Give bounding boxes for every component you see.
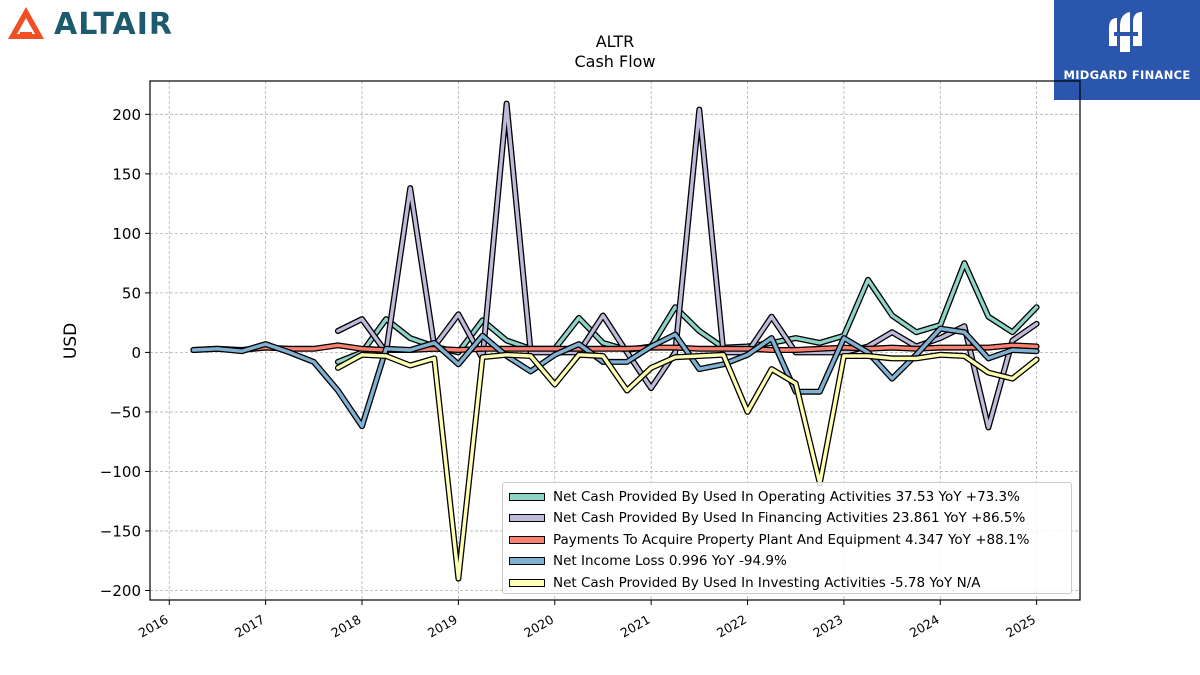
legend-label: Net Income Loss 0.996 YoY -94.9%	[553, 553, 787, 570]
legend-item: Net Cash Provided By Used In Financing A…	[509, 508, 1065, 530]
chart-title: ALTR	[595, 32, 635, 51]
legend-label: Net Cash Provided By Used In Investing A…	[553, 574, 981, 591]
x-tick-label: 2024	[907, 612, 942, 641]
series-lines	[190, 100, 1040, 582]
series-line-4	[190, 325, 1040, 430]
plot-frame	[149, 80, 1081, 601]
x-tick-label: 2022	[714, 612, 749, 641]
y-tick-label: 0	[131, 344, 141, 362]
legend-swatch	[509, 514, 545, 523]
y-tick-label: 150	[112, 165, 141, 183]
x-tick-label: 2017	[232, 612, 267, 641]
legend-label: Net Cash Provided By Used In Operating A…	[553, 488, 1020, 505]
y-tick-label: −150	[100, 522, 141, 540]
legend-swatch	[509, 557, 545, 566]
series-line-2	[334, 100, 1040, 431]
y-axis-label: USD	[61, 323, 81, 359]
legend-item: Net Cash Provided By Used In Investing A…	[509, 572, 1065, 594]
altair-brand-name: ALTAIR	[54, 6, 173, 42]
legend-swatch	[509, 492, 545, 501]
legend-swatch	[509, 535, 545, 544]
y-tick-label: −50	[109, 403, 141, 421]
legend-item: Payments To Acquire Property Plant And E…	[509, 529, 1065, 551]
series-line-stroke	[191, 343, 1039, 352]
y-tick-label: 100	[112, 225, 141, 243]
x-tick-label: 2018	[328, 612, 363, 641]
legend-label: Payments To Acquire Property Plant And E…	[553, 531, 1030, 548]
x-tick-label: 2025	[1003, 612, 1038, 641]
series-line-3	[190, 342, 1040, 353]
x-tick-label: 2020	[521, 612, 556, 641]
series-line-stroke	[191, 326, 1039, 428]
midgard-finance-badge: MIDGARD FINANCE	[1054, 0, 1200, 100]
chart-legend: Net Cash Provided By Used In Operating A…	[502, 482, 1072, 594]
y-tick-label: −100	[100, 463, 141, 481]
legend-label: Net Cash Provided By Used In Financing A…	[553, 510, 1026, 527]
chart-subtitle: Cash Flow	[574, 52, 656, 71]
series-line-5	[334, 351, 1040, 582]
y-tick-label: 50	[122, 284, 141, 302]
series-line-outline	[334, 100, 1040, 431]
legend-swatch	[509, 578, 545, 587]
x-tick-label: 2019	[425, 612, 460, 641]
x-tick-label: 2023	[810, 612, 845, 641]
midgard-finance-logo-icon	[1109, 12, 1142, 52]
x-tick-label: 2016	[136, 612, 171, 641]
y-tick-label: −200	[100, 582, 141, 600]
series-line-stroke	[336, 353, 1039, 581]
series-line-stroke	[336, 101, 1039, 430]
altair-brand: ALTAIR	[6, 4, 173, 44]
y-tick-label: 200	[112, 106, 141, 124]
altair-logo-icon	[8, 7, 44, 39]
legend-item: Net Cash Provided By Used In Operating A…	[509, 486, 1065, 508]
legend-item: Net Income Loss 0.996 YoY -94.9%	[509, 551, 1065, 573]
midgard-finance-name: MIDGARD FINANCE	[1063, 68, 1191, 82]
x-tick-label: 2021	[618, 612, 653, 641]
